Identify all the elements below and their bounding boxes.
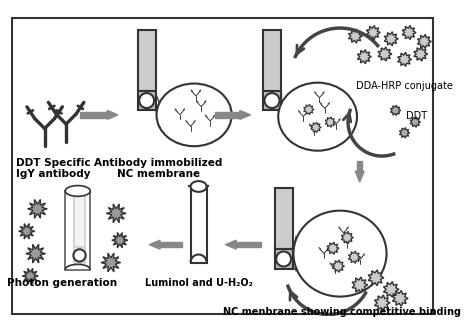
Polygon shape <box>341 231 354 244</box>
Ellipse shape <box>65 186 90 196</box>
Circle shape <box>276 252 291 266</box>
Polygon shape <box>106 204 126 223</box>
Text: Antibody immobilized
NC membrane: Antibody immobilized NC membrane <box>94 158 222 180</box>
Bar <box>274 188 292 249</box>
Polygon shape <box>107 111 118 119</box>
Ellipse shape <box>191 181 207 192</box>
Polygon shape <box>366 25 380 40</box>
Polygon shape <box>400 128 410 138</box>
Polygon shape <box>357 50 371 64</box>
Ellipse shape <box>156 83 232 146</box>
Text: Luminol and U-H₂O₂: Luminol and U-H₂O₂ <box>145 278 253 288</box>
Polygon shape <box>414 47 428 61</box>
Bar <box>215 112 240 118</box>
Polygon shape <box>26 244 46 263</box>
Bar <box>160 242 182 247</box>
Polygon shape <box>398 52 411 66</box>
Circle shape <box>73 249 86 262</box>
Polygon shape <box>149 240 160 249</box>
Polygon shape <box>226 240 236 249</box>
Polygon shape <box>311 122 321 133</box>
Text: NC menbrane showing competitive binding: NC menbrane showing competitive binding <box>223 307 461 317</box>
Bar <box>357 161 363 171</box>
Text: DDA-HRP conjugate: DDA-HRP conjugate <box>356 81 453 91</box>
Polygon shape <box>391 105 401 116</box>
Text: DDT: DDT <box>406 111 427 121</box>
Polygon shape <box>378 47 392 61</box>
Polygon shape <box>410 117 420 127</box>
Bar <box>65 191 90 270</box>
Bar <box>74 247 85 263</box>
Bar <box>191 187 207 263</box>
Bar <box>191 245 206 264</box>
Polygon shape <box>374 295 390 311</box>
Bar <box>236 242 261 247</box>
Bar <box>138 91 155 111</box>
Text: DDT Specific
IgY antibody: DDT Specific IgY antibody <box>16 158 91 180</box>
Polygon shape <box>402 25 416 40</box>
Polygon shape <box>332 260 345 272</box>
Bar <box>138 30 155 91</box>
Polygon shape <box>348 29 363 43</box>
Bar <box>263 91 281 111</box>
Bar <box>263 30 281 91</box>
Polygon shape <box>101 253 121 272</box>
Circle shape <box>264 93 280 108</box>
Ellipse shape <box>293 211 386 296</box>
Polygon shape <box>327 242 339 254</box>
Bar <box>74 194 85 247</box>
Bar <box>274 249 292 269</box>
Polygon shape <box>368 270 384 286</box>
Polygon shape <box>355 171 364 182</box>
Polygon shape <box>383 281 399 297</box>
Polygon shape <box>325 117 336 127</box>
Polygon shape <box>304 104 314 115</box>
Polygon shape <box>348 251 361 263</box>
Text: Photon generation: Photon generation <box>8 278 118 288</box>
Bar <box>81 112 107 118</box>
Polygon shape <box>392 290 408 306</box>
Polygon shape <box>18 223 35 239</box>
Polygon shape <box>352 277 368 293</box>
Polygon shape <box>384 32 398 46</box>
Circle shape <box>139 93 154 108</box>
Polygon shape <box>418 35 431 49</box>
Polygon shape <box>22 268 38 284</box>
Polygon shape <box>27 200 47 218</box>
Polygon shape <box>240 111 250 119</box>
Polygon shape <box>112 232 128 248</box>
Ellipse shape <box>278 83 357 151</box>
